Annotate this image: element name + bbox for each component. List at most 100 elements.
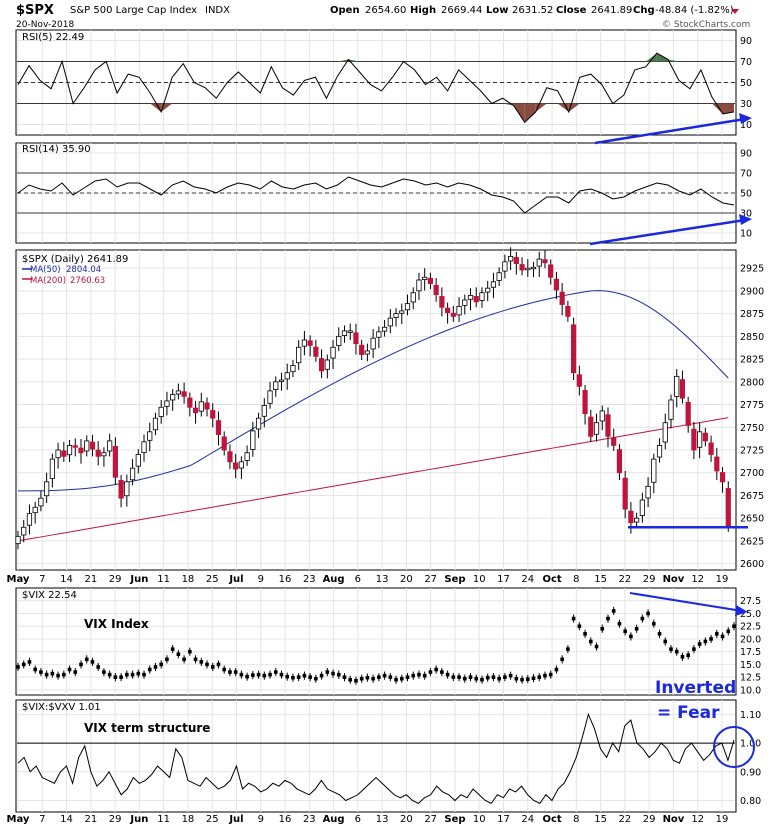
vix-body [343, 675, 347, 679]
vix-body [572, 617, 576, 621]
close-label: Close [556, 5, 587, 16]
x-tick-label: 19 [716, 814, 729, 825]
x-tick-label: 10 [473, 574, 486, 585]
vix-body [251, 673, 255, 677]
y-tick-label: 10 [740, 229, 752, 240]
vix-body [114, 675, 118, 679]
candle-body [228, 452, 232, 462]
vix-body [28, 660, 32, 664]
x-tick-label: 29 [643, 814, 656, 825]
vix-body [520, 678, 524, 682]
candle-body [612, 438, 616, 446]
y-tick-label: 2925 [740, 264, 764, 275]
y-tick-label: 12.5 [740, 673, 761, 684]
x-tick-label: 10 [473, 814, 486, 825]
vix-body [543, 674, 547, 678]
candle-body [468, 295, 472, 299]
vix-body [199, 660, 203, 664]
ma50-legend-name: MA(50) [30, 265, 61, 275]
candle-body [394, 314, 398, 318]
x-tick-label: 18 [182, 574, 195, 585]
candle-body [463, 300, 467, 305]
x-tick-label: 16 [279, 574, 292, 585]
y-tick-label: 2750 [740, 423, 764, 434]
x-tick-label: 24 [521, 574, 534, 585]
y-tick-label: 90 [740, 36, 752, 47]
y-tick-label: 1.00 [740, 739, 761, 750]
x-tick-label: 12 [691, 814, 704, 825]
vix-body [623, 630, 627, 634]
candle-body [85, 441, 89, 451]
open-label: Open [330, 5, 360, 16]
candle-body [216, 421, 220, 435]
vix-body [457, 675, 461, 679]
vix-body [406, 675, 410, 679]
x-tick-label: 8 [573, 574, 579, 585]
vix-body [79, 663, 83, 667]
vix-body [652, 622, 656, 626]
vix-body [217, 663, 221, 667]
candle-body [697, 432, 701, 447]
candle-body [325, 360, 329, 369]
x-tick-label: Aug [323, 574, 345, 585]
candle-body [148, 432, 152, 441]
vix-body [228, 670, 232, 674]
rsi5-title: RSI(5) 22.49 [22, 32, 84, 43]
ma200-legend-name: MA(200) [30, 276, 66, 286]
vix-body [532, 676, 536, 680]
vix-body [108, 673, 112, 677]
x-tick-label: 14 [60, 814, 73, 825]
x-tick-label: 6 [355, 574, 361, 585]
inverted-callout-line1: Inverted [655, 678, 736, 698]
vix-body [240, 673, 244, 677]
price-title: $SPX (Daily) 2641.89 [22, 254, 128, 265]
vix-body [675, 650, 679, 654]
vix-body [91, 660, 95, 664]
vix-body [600, 627, 604, 631]
candle-body [400, 311, 404, 313]
vix-body [194, 658, 198, 662]
vix-body [268, 673, 272, 677]
x-tick-label: 6 [355, 814, 361, 825]
vix-body [704, 640, 708, 644]
vix-body [337, 673, 341, 677]
vix-body [62, 673, 66, 677]
x-tick-label: 9 [258, 574, 264, 585]
vix-body [400, 677, 404, 681]
candle-body [583, 390, 587, 413]
candle-body [90, 442, 94, 449]
vix-body [526, 677, 530, 681]
vix-body [234, 670, 238, 674]
vix-body [446, 673, 450, 677]
x-tick-label: 23 [303, 814, 316, 825]
vix-body [486, 676, 490, 680]
x-tick-label: 29 [109, 574, 122, 585]
x-tick-label: Nov [663, 574, 685, 585]
candle-body [107, 441, 111, 451]
candle-body [617, 450, 621, 473]
vix-body [440, 670, 444, 674]
vix-body [291, 676, 295, 680]
candle-body [113, 446, 117, 477]
date-label: 20-Nov-2018 [16, 20, 74, 30]
vix-body [389, 675, 393, 679]
vix-body [22, 663, 26, 667]
candle-body [274, 382, 278, 390]
candle-body [39, 498, 43, 506]
x-tick-label: Jul [228, 814, 243, 825]
y-tick-label: 0.90 [740, 767, 761, 778]
inverted-callout-line2: = Fear [657, 703, 720, 723]
vix-body [480, 678, 484, 682]
y-tick-label: 2650 [740, 514, 764, 525]
y-tick-label: 90 [740, 149, 752, 160]
vix-body [182, 658, 186, 662]
vix-body [463, 677, 467, 681]
y-tick-label: 2725 [740, 446, 764, 457]
candle-body [629, 511, 633, 523]
candle-body [354, 333, 358, 344]
vix-body [411, 674, 415, 678]
vix-body [721, 635, 725, 639]
candle-body [188, 398, 192, 407]
candle-body [256, 418, 260, 429]
vix-body [177, 652, 181, 656]
